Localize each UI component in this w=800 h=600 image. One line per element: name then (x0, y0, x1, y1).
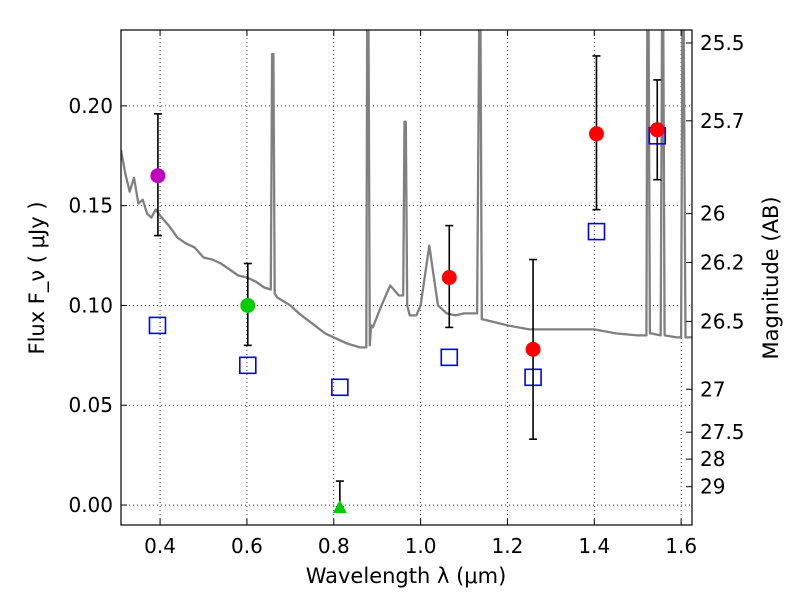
x-axis-ticks: 0.4 0.6 0.8 1.0 1.2 1.4 1.6 (144, 30, 697, 558)
observed-point-marker (150, 168, 166, 184)
right-axis-label: Magnitude (AB) (759, 196, 783, 359)
y-axis-label: Flux F_ν ( μJy ) (25, 201, 50, 354)
right-tick-label: 26.5 (700, 309, 745, 333)
right-tick-label: 26.2 (700, 251, 745, 275)
template-spectrum (121, 30, 692, 349)
x-tick-label: 1.2 (492, 534, 524, 558)
plot-frame (120, 29, 693, 526)
x-axis-label: Wavelength λ (μm) (306, 564, 507, 588)
observed-point-marker (588, 126, 604, 142)
right-tick-label: 26 (700, 202, 725, 226)
data-marks (148, 55, 667, 514)
observed-point-marker (649, 122, 665, 138)
right-tick-label: 25.5 (700, 31, 745, 55)
y-tick-label: 0.10 (68, 293, 113, 317)
right-tick-label: 28 (700, 447, 725, 471)
x-tick-label: 0.4 (144, 534, 176, 558)
y-tick-label: 0.15 (68, 194, 113, 218)
observed-point-marker (525, 341, 541, 357)
x-tick-label: 1.0 (405, 534, 437, 558)
right-tick-label: 27 (700, 377, 725, 401)
x-tick-label: 1.4 (578, 534, 610, 558)
model-square-marker (331, 378, 349, 397)
model-square-marker (440, 348, 459, 367)
model-square-marker (587, 222, 606, 241)
model-square-marker (148, 316, 167, 335)
model-square-marker (238, 356, 257, 375)
observed-point-marker (240, 297, 256, 313)
x-tick-label: 1.6 (665, 534, 697, 558)
y-tick-label: 0.20 (68, 94, 113, 118)
x-tick-label: 0.8 (318, 534, 350, 558)
template-spectrum-line (121, 30, 692, 349)
right-tick-label: 25.7 (700, 109, 745, 133)
observed-triangle-marker (332, 500, 347, 514)
grid-lines (121, 30, 692, 525)
right-tick-label: 27.5 (700, 420, 745, 444)
y-axis-ticks: 0.00 0.05 0.10 0.15 0.20 (68, 94, 127, 517)
x-tick-label: 0.6 (231, 534, 263, 558)
right-axis-ticks: 25.5 25.7 26 26.2 26.5 27 27.5 28 29 (686, 31, 745, 499)
observed-point-marker (441, 270, 457, 285)
right-tick-label: 29 (700, 475, 725, 499)
y-tick-label: 0.00 (68, 493, 113, 517)
y-tick-label: 0.05 (68, 393, 113, 417)
